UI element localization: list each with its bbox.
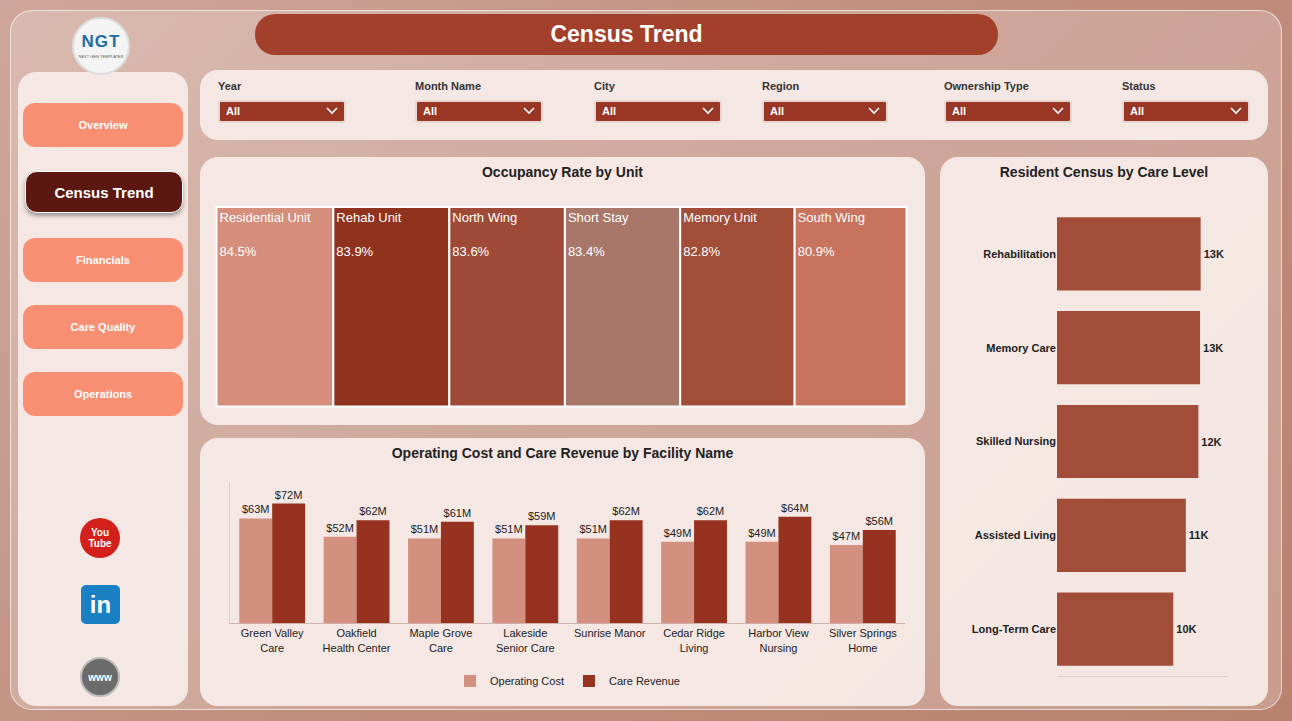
html-text:Census Trend: Census Trend <box>550 21 703 47</box>
svg-text:Resident Census by Care Level: Resident Census by Care Level <box>1000 164 1209 180</box>
svg-text:Cedar RidgeLiving: Cedar RidgeLiving <box>663 627 725 653</box>
svg-text:$62M: $62M <box>359 505 387 517</box>
svg-text:Rehabilitation: Rehabilitation <box>983 248 1056 260</box>
svg-text:Residential Unit84.5%: Residential Unit84.5% <box>220 210 311 259</box>
html-text:All: All <box>1130 105 1145 117</box>
html-text:All: All <box>226 105 241 117</box>
svg-text:$56M: $56M <box>865 515 893 527</box>
html-text:All: All <box>952 105 967 117</box>
html-text:NEXT GEN TEMPLATES: NEXT GEN TEMPLATES <box>78 54 124 59</box>
html-text:All: All <box>423 105 438 117</box>
svg-text:Sunrise Manor: Sunrise Manor <box>574 627 646 639</box>
html-text:Operations: Operations <box>74 388 132 400</box>
html-text:All: All <box>602 105 617 117</box>
svg-text:Care Revenue: Care Revenue <box>609 675 680 687</box>
html-text:Year: Year <box>218 80 242 92</box>
svg-text:$49M: $49M <box>664 527 692 539</box>
svg-text:Silver SpringsHome: Silver SpringsHome <box>829 627 897 653</box>
html-text:Tube: Tube <box>88 538 112 549</box>
svg-text:12K: 12K <box>1201 436 1221 448</box>
svg-text:Operating Cost: Operating Cost <box>490 675 564 687</box>
svg-text:13K: 13K <box>1203 342 1223 354</box>
html-text:www: www <box>88 671 112 683</box>
svg-text:Operating Cost and Care Revenu: Operating Cost and Care Revenue by Facil… <box>392 445 734 461</box>
svg-text:Short Stay83.4%: Short Stay83.4% <box>568 210 629 259</box>
html-text:Ownership Type: Ownership Type <box>944 80 1029 92</box>
svg-text:$63M: $63M <box>242 503 270 515</box>
svg-text:$61M: $61M <box>444 507 472 519</box>
svg-text:LakesideSenior Care: LakesideSenior Care <box>496 627 555 653</box>
svg-text:$51M: $51M <box>411 523 439 535</box>
html-text:in: in <box>89 590 112 618</box>
html-text:All: All <box>770 105 785 117</box>
svg-text:$52M: $52M <box>326 522 354 534</box>
svg-text:$51M: $51M <box>579 523 607 535</box>
svg-text:$62M: $62M <box>697 505 725 517</box>
html-text:Region: Region <box>762 80 800 92</box>
html-text:Financials: Financials <box>76 254 130 266</box>
svg-text:10K: 10K <box>1176 623 1196 635</box>
html-text:Overview: Overview <box>78 119 128 131</box>
svg-text:$62M: $62M <box>612 505 640 517</box>
svg-text:$47M: $47M <box>833 530 861 542</box>
svg-text:Maple GroveCare: Maple GroveCare <box>409 627 472 653</box>
svg-text:Long-Term Care: Long-Term Care <box>972 623 1056 635</box>
svg-text:$64M: $64M <box>781 502 809 514</box>
svg-text:Occupancy Rate by Unit: Occupancy Rate by Unit <box>482 164 643 180</box>
svg-text:South Wing80.9%: South Wing80.9% <box>798 210 865 259</box>
svg-text:$72M: $72M <box>275 489 303 501</box>
svg-text:$49M: $49M <box>748 527 776 539</box>
svg-text:OakfieldHealth Center: OakfieldHealth Center <box>323 627 391 653</box>
svg-text:$59M: $59M <box>528 510 556 522</box>
svg-text:$51M: $51M <box>495 523 523 535</box>
svg-text:13K: 13K <box>1204 248 1224 260</box>
html-text:You: You <box>90 527 110 538</box>
svg-text:Green ValleyCare: Green ValleyCare <box>241 627 304 653</box>
svg-text:North Wing83.6%: North Wing83.6% <box>452 210 517 259</box>
svg-text:Rehab Unit83.9%: Rehab Unit83.9% <box>336 210 401 259</box>
svg-text:Skilled Nursing: Skilled Nursing <box>976 435 1056 447</box>
html-text:Month Name: Month Name <box>415 80 481 92</box>
html-text:Census Trend: Census Trend <box>54 183 154 201</box>
html-text:Care Quality: Care Quality <box>70 321 136 333</box>
svg-text:Memory Unit82.8%: Memory Unit82.8% <box>683 210 757 259</box>
html-text:NGT: NGT <box>81 32 121 51</box>
svg-text:Harbor ViewNursing: Harbor ViewNursing <box>748 627 808 653</box>
html-text:City: City <box>594 80 615 92</box>
svg-text:Memory Care: Memory Care <box>986 342 1056 354</box>
html-text:Status: Status <box>1122 80 1156 92</box>
svg-text:11K: 11K <box>1189 529 1209 541</box>
svg-text:Assisted Living: Assisted Living <box>975 529 1056 541</box>
